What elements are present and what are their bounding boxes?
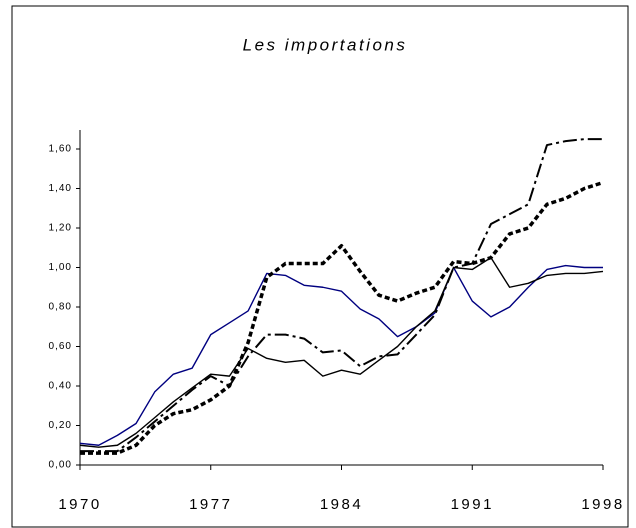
chart-title: Les importations	[243, 35, 408, 54]
y-tick-label: 0,00	[49, 460, 72, 471]
y-tick-label: 1,00	[49, 262, 72, 273]
x-tick-label: 1998	[581, 496, 624, 513]
y-tick-label: 0,20	[49, 420, 72, 431]
y-tick-label: 1,60	[49, 144, 72, 155]
x-tick-label: 1970	[58, 496, 101, 513]
x-tick-label: 1977	[189, 496, 232, 513]
x-tick-label: 1984	[320, 496, 363, 513]
series-line	[80, 180, 604, 455]
y-tick-label: 1,40	[49, 183, 72, 194]
y-tick-label: 0,60	[49, 341, 72, 352]
series-line	[79, 256, 604, 448]
series-line	[79, 264, 603, 446]
series-line	[80, 138, 603, 453]
x-tick-label: 1991	[451, 496, 494, 513]
y-tick-label: 0,40	[49, 381, 72, 392]
y-tick-label: 1,20	[49, 223, 72, 234]
y-tick-label: 0,80	[49, 302, 72, 313]
chart-frame	[11, 5, 629, 528]
